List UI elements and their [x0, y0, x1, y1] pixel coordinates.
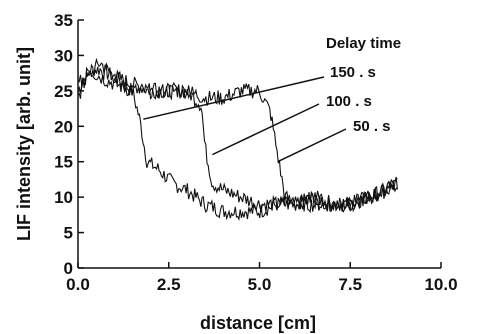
leader-labels: 150 . s 100 . s 50 . s	[326, 64, 391, 135]
x-tick-label: 7.5	[338, 275, 362, 294]
legend-title: Delay time	[326, 35, 401, 52]
y-tick-label: 15	[54, 153, 73, 172]
y-axis-title: LIF intensity [arb. unit]	[14, 47, 34, 241]
leader-label-0: 150 . s	[330, 64, 376, 81]
x-axis-title: distance [cm]	[200, 313, 316, 333]
y-tick-label: 0	[64, 259, 73, 278]
leader-label-2: 50 . s	[353, 118, 391, 135]
leader-lines	[143, 76, 347, 163]
leader-line-2	[277, 128, 347, 163]
y-tick-label: 30	[54, 46, 73, 65]
leader-line-1	[211, 103, 320, 156]
leader-label-1: 100 . s	[326, 93, 372, 110]
series-line-0	[77, 63, 398, 222]
x-tick-label: 10.0	[424, 275, 457, 294]
y-tick-label: 10	[54, 188, 73, 207]
y-tick-label: 35	[54, 11, 73, 30]
y-tick-label: 25	[54, 82, 73, 101]
y-tick-label: 20	[54, 117, 73, 136]
series-line-2	[77, 71, 398, 214]
x-tick-label: 0.0	[66, 275, 90, 294]
x-tick-label: 2.5	[157, 275, 181, 294]
series-layer	[77, 57, 398, 222]
leader-line-0	[143, 76, 325, 120]
y-axis-ticks: 0 5 10 15 20 25 30 35	[54, 11, 84, 278]
x-tick-label: 5.0	[248, 275, 272, 294]
x-axis-ticks: 0.0 2.5 5.0 7.5 10.0	[66, 262, 458, 294]
y-tick-label: 5	[64, 224, 73, 243]
